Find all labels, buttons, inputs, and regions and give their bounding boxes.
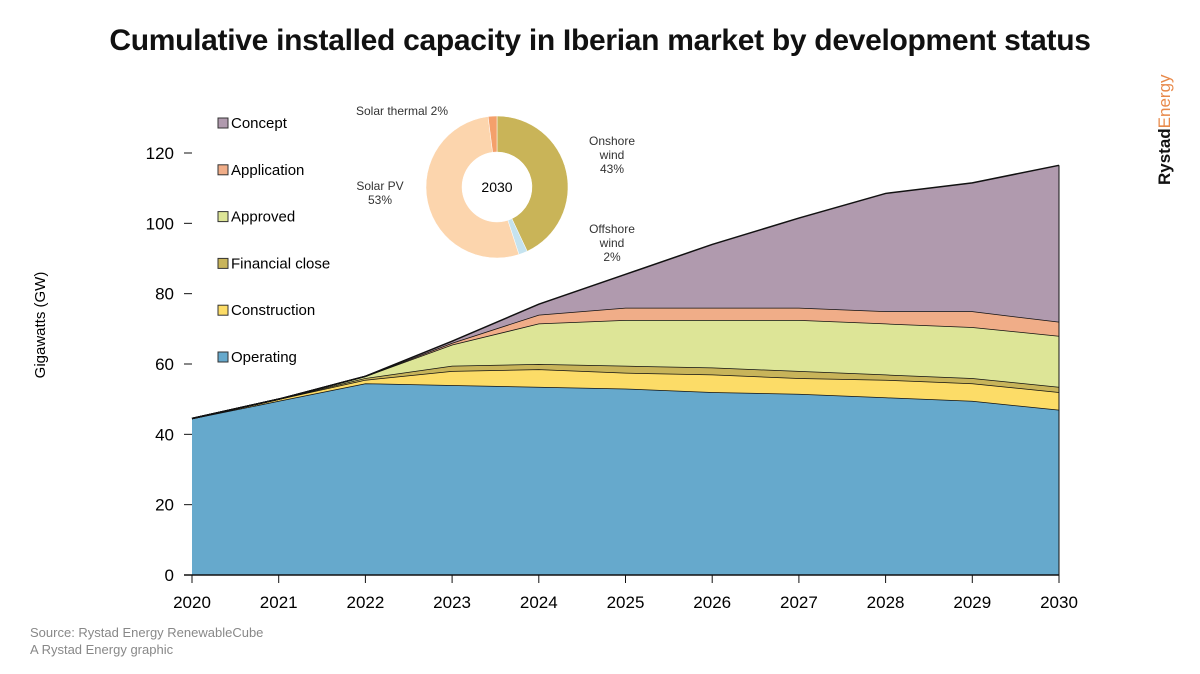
x-tick-label: 2023 — [433, 593, 471, 612]
legend-swatch — [217, 257, 229, 269]
area-edge — [191, 164, 1060, 420]
donut-label-onshore-wind: 43% — [600, 162, 624, 176]
x-tick-label: 2025 — [607, 593, 645, 612]
area-approved — [192, 320, 1059, 419]
legend: Concept Application Approved Financial clos… — [217, 115, 330, 366]
x-tick-label: 2022 — [346, 593, 384, 612]
donut-slice-onshore-wind — [496, 115, 569, 252]
source-note: Source: Rystad Energy RenewableCube — [30, 625, 264, 640]
chart-title: Cumulative installed capacity in Iberian… — [109, 24, 1091, 57]
donut-slice-solar-pv — [425, 116, 520, 259]
legend-label: Financial close — [231, 255, 330, 272]
legend-label: Operating — [231, 349, 297, 366]
donut-label-solar-pv: Solar PV — [356, 179, 403, 193]
legend-label: Approved — [231, 209, 295, 226]
area-layers — [191, 164, 1060, 575]
donut-label-offshore-wind: Offshore — [589, 222, 635, 236]
y-tick-label: 0 — [165, 566, 174, 585]
x-tick-label: 2030 — [1040, 593, 1078, 612]
y-tick-label: 80 — [155, 285, 174, 304]
legend-swatch — [217, 164, 229, 176]
area-construction — [192, 369, 1059, 419]
donut-label-onshore-wind: Onshore — [589, 134, 635, 148]
x-tick-label: 2024 — [520, 593, 558, 612]
legend-swatch — [217, 117, 229, 129]
donut-label-offshore-wind: 2% — [603, 250, 621, 264]
rystad-logo: RystadEnergy — [1155, 74, 1174, 185]
y-tick-label: 60 — [155, 355, 174, 374]
legend-swatch — [217, 304, 229, 316]
donut-slice-solar-thermal — [487, 115, 498, 153]
legend-label: Application — [231, 162, 304, 179]
area-application — [192, 307, 1059, 419]
donut-label-solar-pv: 53% — [368, 193, 392, 207]
y-tick-label: 20 — [155, 496, 174, 515]
area-financial-close — [192, 364, 1059, 419]
legend-swatch — [217, 351, 229, 363]
area-operating — [192, 383, 1059, 575]
x-tick-label: 2026 — [693, 593, 731, 612]
legend-label: Concept — [231, 115, 288, 132]
credit-note: A Rystad Energy graphic — [30, 642, 174, 657]
donut-center-label: 2030 — [481, 179, 512, 195]
x-tick-label: 2021 — [260, 593, 298, 612]
axes: 0 20 40 60 80 100 120 2020 2021 2022 2023 2024 2025 2… — [146, 144, 1078, 612]
y-tick-label: 120 — [146, 144, 174, 163]
x-tick-label: 2028 — [867, 593, 905, 612]
area-concept — [192, 165, 1059, 419]
y-tick-label: 100 — [146, 214, 174, 233]
legend-swatch — [217, 211, 229, 223]
y-axis-label: Gigawatts (GW) — [32, 272, 49, 379]
donut-label-offshore-wind: wind — [599, 236, 625, 250]
x-tick-label: 2027 — [780, 593, 818, 612]
y-tick-label: 40 — [155, 425, 174, 444]
x-tick-label: 2029 — [953, 593, 991, 612]
x-tick-label: 2020 — [173, 593, 211, 612]
donut-label-solar-thermal: Solar thermal 2% — [356, 104, 448, 118]
legend-label: Construction — [231, 302, 315, 319]
donut-label-onshore-wind: wind — [599, 148, 625, 162]
